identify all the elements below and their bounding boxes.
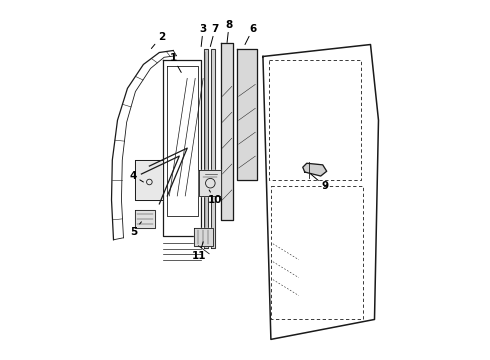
Text: 8: 8: [225, 19, 233, 42]
Polygon shape: [135, 210, 155, 228]
Polygon shape: [211, 49, 215, 248]
Text: 5: 5: [130, 222, 142, 237]
Text: 11: 11: [192, 242, 206, 261]
Text: 3: 3: [199, 24, 207, 46]
Polygon shape: [199, 170, 221, 196]
Polygon shape: [195, 228, 213, 246]
Text: 4: 4: [130, 171, 144, 182]
Polygon shape: [135, 160, 163, 200]
Text: 7: 7: [210, 24, 219, 46]
Text: 10: 10: [208, 190, 222, 205]
Text: 1: 1: [170, 54, 181, 72]
Polygon shape: [237, 49, 257, 180]
Text: 9: 9: [311, 174, 328, 191]
Text: 6: 6: [245, 24, 257, 45]
Text: 2: 2: [151, 32, 165, 49]
Polygon shape: [221, 42, 233, 220]
Polygon shape: [204, 49, 208, 248]
Polygon shape: [303, 163, 327, 176]
